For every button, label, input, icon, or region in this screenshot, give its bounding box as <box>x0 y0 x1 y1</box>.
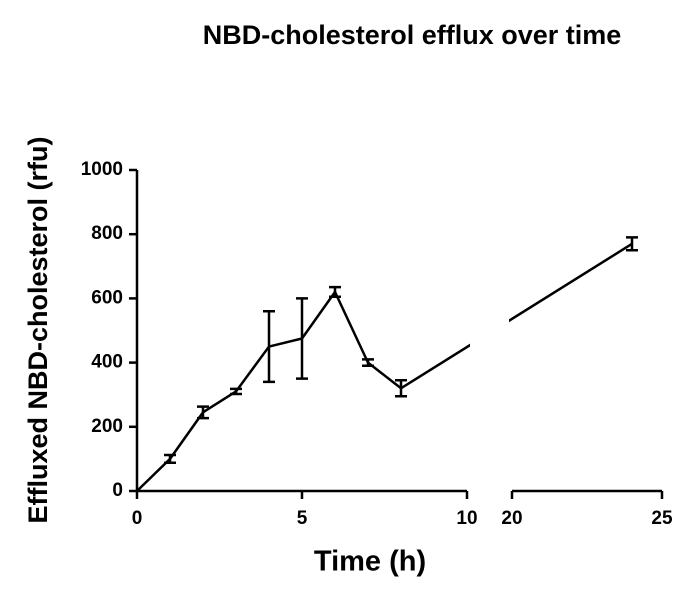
x-axis-label: Time (h) <box>314 546 426 578</box>
x-tick-label: 25 <box>651 508 673 529</box>
error-bar <box>164 453 176 465</box>
x-tick-label: 5 <box>297 508 308 529</box>
x-tick-label: 0 <box>132 508 143 529</box>
y-tick-label: 200 <box>91 416 123 437</box>
error-bar <box>362 358 374 368</box>
error-bar <box>329 285 341 299</box>
chart-title: NBD-cholesterol efflux over time <box>203 20 622 50</box>
y-axis-label: Effluxed NBD-cholesterol (rfu) <box>23 136 53 523</box>
data-line <box>136 242 633 492</box>
error-bar <box>296 297 308 380</box>
error-bar <box>230 387 242 396</box>
error-bar <box>626 236 638 252</box>
y-tick-label: 0 <box>112 480 123 501</box>
error-bar <box>197 405 209 420</box>
y-tick-label: 600 <box>91 287 123 308</box>
x-tick-label: 20 <box>501 508 522 529</box>
error-bar <box>395 379 407 398</box>
y-tick-label: 800 <box>91 223 123 244</box>
axis-break-mask <box>470 165 509 486</box>
y-tick-label: 1000 <box>81 159 123 180</box>
error-bar <box>263 309 275 384</box>
x-tick-label: 10 <box>456 508 477 529</box>
y-tick-label: 400 <box>91 352 123 373</box>
